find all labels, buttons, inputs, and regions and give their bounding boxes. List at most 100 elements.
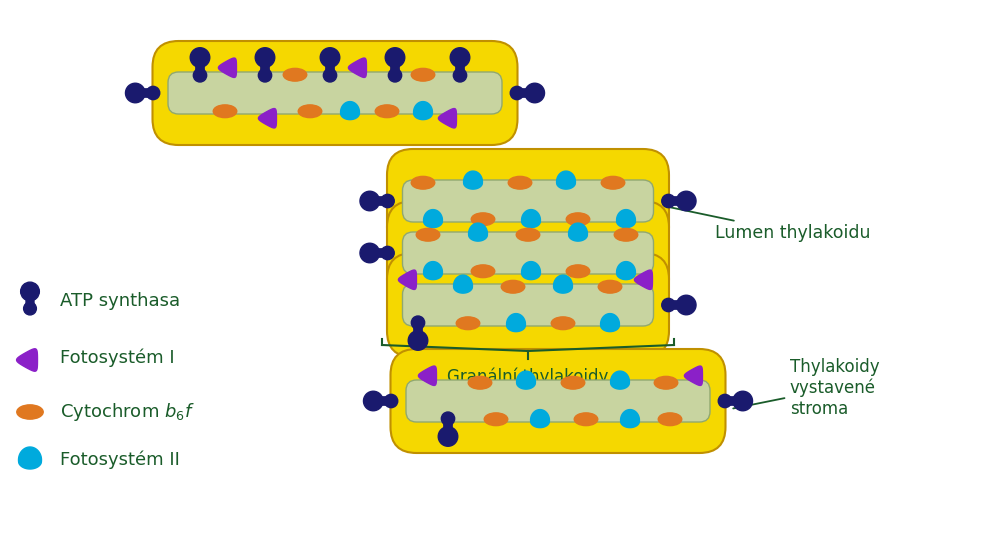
Circle shape — [733, 391, 752, 411]
Circle shape — [388, 69, 401, 82]
Circle shape — [190, 48, 210, 67]
Circle shape — [718, 394, 732, 408]
Ellipse shape — [283, 69, 307, 81]
Polygon shape — [258, 108, 276, 128]
Circle shape — [411, 316, 425, 330]
Text: Lumen thylakoidu: Lumen thylakoidu — [667, 207, 871, 242]
FancyBboxPatch shape — [402, 284, 654, 326]
Circle shape — [438, 427, 458, 446]
Polygon shape — [19, 447, 41, 469]
FancyBboxPatch shape — [669, 300, 685, 310]
Circle shape — [364, 391, 383, 411]
Ellipse shape — [655, 377, 677, 389]
Ellipse shape — [411, 69, 435, 81]
Circle shape — [408, 331, 428, 350]
Text: ATP synthasa: ATP synthasa — [60, 292, 180, 310]
Ellipse shape — [17, 405, 43, 419]
Ellipse shape — [566, 265, 590, 278]
Circle shape — [24, 302, 36, 315]
Ellipse shape — [298, 105, 321, 118]
Circle shape — [125, 83, 145, 103]
Polygon shape — [424, 210, 443, 228]
Ellipse shape — [411, 176, 435, 189]
FancyBboxPatch shape — [402, 232, 654, 274]
Circle shape — [21, 282, 39, 301]
FancyBboxPatch shape — [518, 88, 533, 98]
Polygon shape — [340, 102, 360, 119]
Text: Cytochrom $b_6f$: Cytochrom $b_6f$ — [60, 401, 195, 423]
Polygon shape — [610, 371, 629, 389]
Polygon shape — [556, 171, 576, 189]
Circle shape — [381, 246, 394, 260]
Circle shape — [255, 48, 275, 67]
Circle shape — [662, 194, 675, 208]
FancyBboxPatch shape — [456, 59, 464, 75]
Ellipse shape — [508, 176, 531, 189]
Ellipse shape — [471, 213, 495, 226]
Ellipse shape — [601, 176, 625, 189]
Ellipse shape — [599, 280, 622, 293]
Circle shape — [525, 83, 544, 103]
Polygon shape — [398, 270, 416, 289]
FancyBboxPatch shape — [371, 248, 387, 258]
Ellipse shape — [468, 377, 492, 389]
Polygon shape — [219, 58, 237, 77]
Ellipse shape — [574, 413, 598, 426]
Ellipse shape — [457, 317, 480, 330]
Circle shape — [360, 243, 380, 263]
Circle shape — [676, 191, 696, 211]
Polygon shape — [517, 371, 535, 389]
FancyBboxPatch shape — [390, 349, 726, 453]
Ellipse shape — [416, 228, 440, 241]
FancyBboxPatch shape — [387, 253, 669, 357]
FancyBboxPatch shape — [325, 59, 335, 75]
Polygon shape — [454, 275, 472, 293]
FancyBboxPatch shape — [390, 59, 400, 75]
Polygon shape — [507, 314, 526, 332]
FancyBboxPatch shape — [26, 293, 35, 308]
Polygon shape — [17, 349, 37, 371]
Polygon shape — [424, 262, 443, 280]
Circle shape — [385, 394, 397, 408]
Ellipse shape — [213, 105, 237, 118]
FancyBboxPatch shape — [387, 201, 669, 305]
Circle shape — [676, 295, 696, 315]
FancyBboxPatch shape — [168, 72, 502, 114]
FancyBboxPatch shape — [195, 59, 205, 75]
Ellipse shape — [566, 213, 590, 226]
FancyBboxPatch shape — [387, 149, 669, 253]
FancyBboxPatch shape — [669, 196, 685, 206]
Ellipse shape — [471, 265, 495, 278]
Circle shape — [360, 191, 380, 211]
Polygon shape — [684, 366, 702, 385]
FancyBboxPatch shape — [371, 196, 387, 206]
Circle shape — [442, 412, 455, 425]
Polygon shape — [569, 223, 588, 241]
Circle shape — [146, 86, 160, 100]
Ellipse shape — [561, 377, 585, 389]
Ellipse shape — [614, 228, 638, 241]
Polygon shape — [348, 58, 367, 77]
Polygon shape — [553, 275, 573, 293]
Circle shape — [381, 194, 394, 208]
Text: Granální thylakoidy: Granální thylakoidy — [448, 367, 608, 385]
Polygon shape — [530, 410, 549, 427]
FancyBboxPatch shape — [413, 324, 423, 340]
Polygon shape — [620, 410, 640, 427]
Polygon shape — [463, 171, 482, 189]
Ellipse shape — [551, 317, 575, 330]
FancyBboxPatch shape — [260, 59, 270, 75]
Circle shape — [454, 69, 466, 82]
Ellipse shape — [484, 413, 508, 426]
FancyBboxPatch shape — [443, 419, 453, 435]
Ellipse shape — [376, 105, 398, 118]
Circle shape — [258, 69, 272, 82]
FancyBboxPatch shape — [375, 396, 390, 406]
Ellipse shape — [501, 280, 525, 293]
FancyBboxPatch shape — [726, 396, 741, 406]
Polygon shape — [616, 210, 635, 228]
Ellipse shape — [517, 228, 539, 241]
Circle shape — [451, 48, 469, 67]
Circle shape — [320, 48, 340, 67]
Circle shape — [323, 69, 336, 82]
